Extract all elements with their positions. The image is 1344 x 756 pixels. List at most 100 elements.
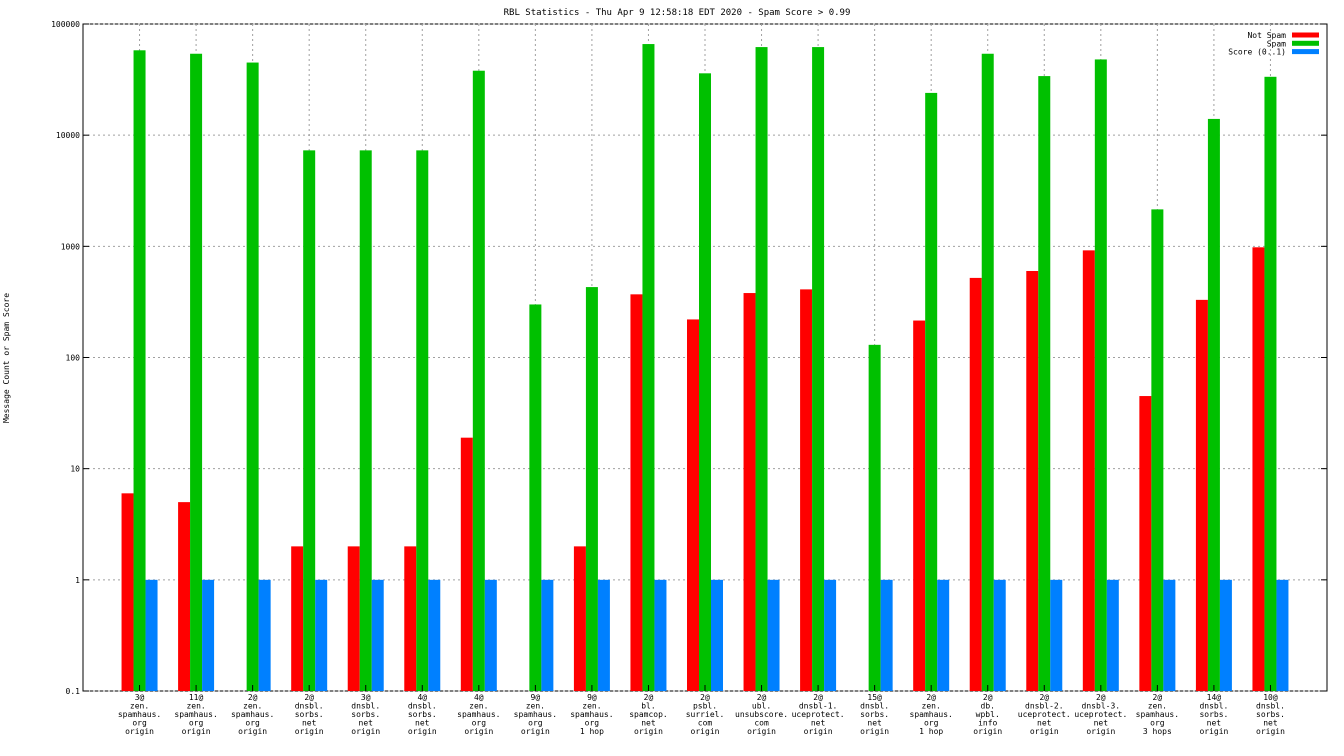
x-tick-label: sorbs. <box>351 710 380 719</box>
x-tick-label: org <box>472 719 487 728</box>
x-tick-label: uceprotect. <box>792 710 845 719</box>
bar-not-spam <box>1026 270 1039 691</box>
y-tick-label: 100000 <box>51 20 80 29</box>
y-tick-label: 100 <box>66 354 81 363</box>
bar-score <box>541 579 554 691</box>
x-tick-label: 2@ <box>1153 693 1163 702</box>
legend-label: Spam <box>1267 39 1286 48</box>
x-tick-label: zen. <box>1148 702 1167 711</box>
x-tick-label: dnsbl. <box>1256 702 1285 711</box>
x-tick-label: spamhaus. <box>1136 710 1179 719</box>
bar-not-spam <box>687 319 699 691</box>
legend-label: Not Spam <box>1247 31 1286 40</box>
x-tick-label: 2@ <box>700 693 710 702</box>
bar-score <box>1219 579 1232 691</box>
x-tick-label: origin <box>1086 727 1115 736</box>
bar-spam <box>529 304 542 691</box>
x-tick-label: zen. <box>469 702 488 711</box>
x-tick-label: 2@ <box>1039 693 1049 702</box>
x-tick-label: zen. <box>186 702 205 711</box>
bar-score <box>202 579 215 691</box>
x-tick-label: 2@ <box>813 693 823 702</box>
x-tick-label: org <box>132 719 147 728</box>
bar-score <box>711 579 723 691</box>
bar-not-spam <box>178 502 191 691</box>
x-tick-label: 2@ <box>983 693 993 702</box>
x-tick-label: dnsbl. <box>351 702 380 711</box>
bar-score <box>1050 579 1063 691</box>
x-tick-label: zen. <box>130 702 149 711</box>
bar-spam <box>812 47 825 692</box>
bar-score <box>993 579 1006 691</box>
x-tick-label: sorbs. <box>295 710 324 719</box>
x-tick-label: ubl. <box>752 702 771 711</box>
x-tick-label: spamhaus. <box>231 710 274 719</box>
x-tick-label: 1 hop <box>580 727 604 736</box>
bar-not-spam <box>1139 396 1152 691</box>
bar-spam <box>981 53 994 691</box>
bar-not-spam <box>743 293 756 691</box>
x-tick-label: net <box>1207 719 1222 728</box>
x-tick-label: net <box>641 719 656 728</box>
x-tick-label: net <box>1263 719 1278 728</box>
x-tick-label: dnsbl. <box>1199 702 1228 711</box>
legend-label: Score (0..1) <box>1228 48 1286 57</box>
legend-swatch <box>1292 49 1319 55</box>
bar-not-spam <box>630 294 643 691</box>
x-tick-label: surriel. <box>686 710 725 719</box>
x-tick-label: zen. <box>526 702 545 711</box>
x-tick-label: net <box>811 719 826 728</box>
x-tick-label: dnsbl-1. <box>799 702 838 711</box>
x-tick-label: com <box>698 719 713 728</box>
x-tick-label: org <box>1150 719 1165 728</box>
x-tick-label: db. <box>981 702 995 711</box>
legend-swatch <box>1292 40 1319 46</box>
x-tick-label: origin <box>1199 727 1228 736</box>
x-tick-label: 2@ <box>926 693 936 702</box>
x-tick-label: 2@ <box>1096 693 1106 702</box>
x-tick-label: origin <box>860 727 889 736</box>
x-tick-label: org <box>528 719 543 728</box>
bar-spam <box>133 50 146 691</box>
x-tick-label: origin <box>408 727 437 736</box>
x-tick-label: origin <box>521 727 550 736</box>
x-tick-label: 9@ <box>531 693 541 702</box>
bar-spam <box>642 44 655 692</box>
bar-score <box>880 579 893 691</box>
bar-score <box>1106 579 1119 691</box>
bar-spam <box>416 150 429 692</box>
bar-score <box>484 579 497 691</box>
bar-not-spam <box>1252 247 1265 691</box>
x-tick-label: dnsbl. <box>860 702 889 711</box>
x-tick-label: net <box>415 719 430 728</box>
x-tick-label: dnsbl. <box>408 702 437 711</box>
y-tick-label: 1000 <box>61 242 80 251</box>
x-tick-label: 1 hop <box>919 727 943 736</box>
x-tick-label: spamcop. <box>629 710 668 719</box>
x-tick-label: zen. <box>922 702 941 711</box>
x-tick-label: origin <box>295 727 324 736</box>
legend-swatch <box>1292 32 1319 38</box>
x-tick-label: org <box>924 719 939 728</box>
x-tick-label: 3@ <box>361 693 371 702</box>
x-tick-label: psbl. <box>693 702 717 711</box>
bars <box>121 44 1289 692</box>
y-tick-label: 10 <box>70 465 80 474</box>
bar-not-spam <box>913 320 926 691</box>
bar-score <box>428 579 441 691</box>
x-tick-label: info <box>978 719 997 728</box>
bar-not-spam <box>347 546 360 691</box>
bar-not-spam <box>1195 299 1208 691</box>
x-tick-label: origin <box>238 727 267 736</box>
x-tick-label: spamhaus. <box>118 710 161 719</box>
bar-not-spam <box>291 546 304 691</box>
x-tick-label: 4@ <box>474 693 484 702</box>
x-tick-label: origin <box>464 727 493 736</box>
x-tick-label: bl. <box>641 702 655 711</box>
bar-spam <box>1038 76 1051 691</box>
bar-spam <box>585 287 598 691</box>
x-tick-label: 10@ <box>1263 693 1278 702</box>
bar-score <box>937 579 950 691</box>
x-tick-label: net <box>1094 719 1109 728</box>
